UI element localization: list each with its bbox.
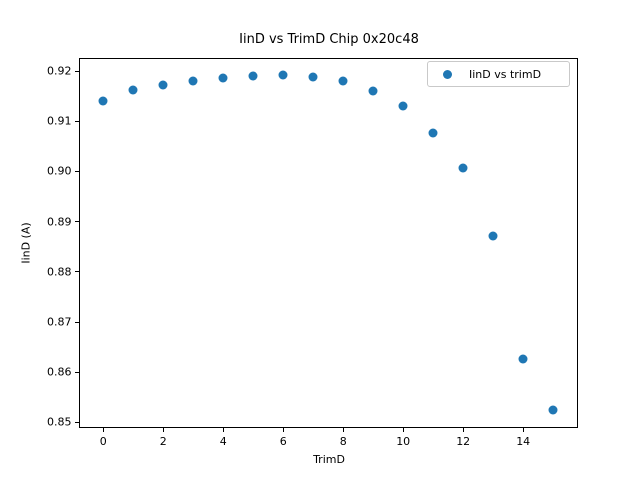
data-point (188, 76, 198, 86)
data-point (278, 70, 288, 80)
data-point (98, 96, 108, 106)
legend: IinD vs trimD (427, 61, 570, 87)
y-tick-label: 0.89 (47, 215, 72, 229)
x-tick-mark (522, 428, 524, 432)
x-tick-label: 14 (516, 434, 531, 448)
y-tick-mark (75, 421, 79, 423)
y-tick-label: 0.90 (47, 164, 72, 178)
x-tick-mark (342, 428, 344, 432)
data-point (338, 76, 348, 86)
data-point (428, 128, 438, 138)
data-point (488, 231, 498, 241)
data-point (548, 405, 558, 415)
x-tick-mark (462, 428, 464, 432)
y-tick-mark (75, 371, 79, 373)
x-tick-label: 0 (99, 434, 107, 448)
x-axis-label: TrimD (313, 453, 345, 466)
x-tick-mark (222, 428, 224, 432)
data-point (368, 86, 378, 96)
data-point (218, 73, 228, 83)
data-point (128, 85, 138, 95)
data-point (518, 354, 528, 364)
data-point (398, 101, 408, 111)
x-tick-mark (162, 428, 164, 432)
y-tick-mark (75, 321, 79, 323)
y-tick-mark (75, 170, 79, 172)
y-tick-label: 0.91 (47, 114, 72, 128)
data-point (158, 80, 168, 90)
x-tick-mark (282, 428, 284, 432)
y-tick-label: 0.86 (47, 365, 72, 379)
data-point (308, 72, 318, 82)
x-tick-mark (102, 428, 104, 432)
data-point (248, 71, 258, 81)
x-tick-label: 4 (219, 434, 227, 448)
y-axis-label: IinD (A) (19, 222, 33, 264)
y-tick-mark (75, 70, 79, 72)
x-tick-label: 10 (396, 434, 411, 448)
data-point (458, 163, 468, 173)
legend-marker-icon (443, 69, 452, 79)
y-tick-mark (75, 120, 79, 122)
plot-area (79, 58, 578, 428)
legend-label: IinD vs trimD (469, 67, 542, 81)
y-tick-mark (75, 271, 79, 273)
x-tick-label: 6 (279, 434, 287, 448)
y-tick-label: 0.88 (47, 265, 72, 279)
y-tick-label: 0.92 (47, 64, 72, 78)
x-tick-mark (402, 428, 404, 432)
x-tick-label: 2 (159, 434, 167, 448)
chart-title: IinD vs TrimD Chip 0x20c48 (239, 32, 419, 47)
y-tick-label: 0.87 (47, 315, 72, 329)
y-tick-mark (75, 221, 79, 223)
x-tick-label: 12 (456, 434, 471, 448)
y-tick-label: 0.85 (47, 415, 72, 429)
x-tick-label: 8 (339, 434, 347, 448)
